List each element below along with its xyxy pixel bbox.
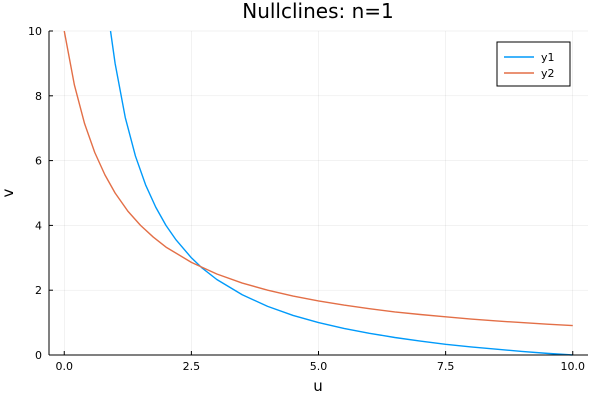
chart-title: Nullclines: n=1 (242, 0, 394, 23)
legend-box (496, 41, 571, 87)
y-tick-label: 6 (35, 155, 42, 168)
x-tick-label: 5.0 (310, 360, 328, 373)
y-tick-label: 4 (35, 219, 42, 232)
y-tick-label: 0 (35, 349, 42, 362)
axes (48, 30, 588, 356)
tick-labels: 0.0 2.5 5.0 7.5 10.0 0 2 4 6 8 10 (28, 25, 585, 373)
x-axis-label: u (313, 377, 323, 395)
legend: y1 y2 (496, 41, 571, 87)
x-tick-label: 10.0 (560, 360, 585, 373)
legend-label-y1: y1 (541, 51, 555, 64)
series-line-y2 (63, 30, 573, 327)
y-tick-label: 2 (35, 284, 42, 297)
legend-label-y2: y2 (541, 67, 555, 80)
x-tick-label: 2.5 (183, 360, 201, 373)
y-axis-label: v (0, 188, 17, 197)
series-lines (63, 30, 573, 356)
y-tick-label: 10 (28, 25, 42, 38)
x-tick-label: 0.0 (56, 360, 74, 373)
series-line-y1 (109, 30, 573, 356)
grid-lines (49, 30, 588, 356)
y-tick-label: 8 (35, 90, 42, 103)
x-tick-label: 7.5 (437, 360, 455, 373)
